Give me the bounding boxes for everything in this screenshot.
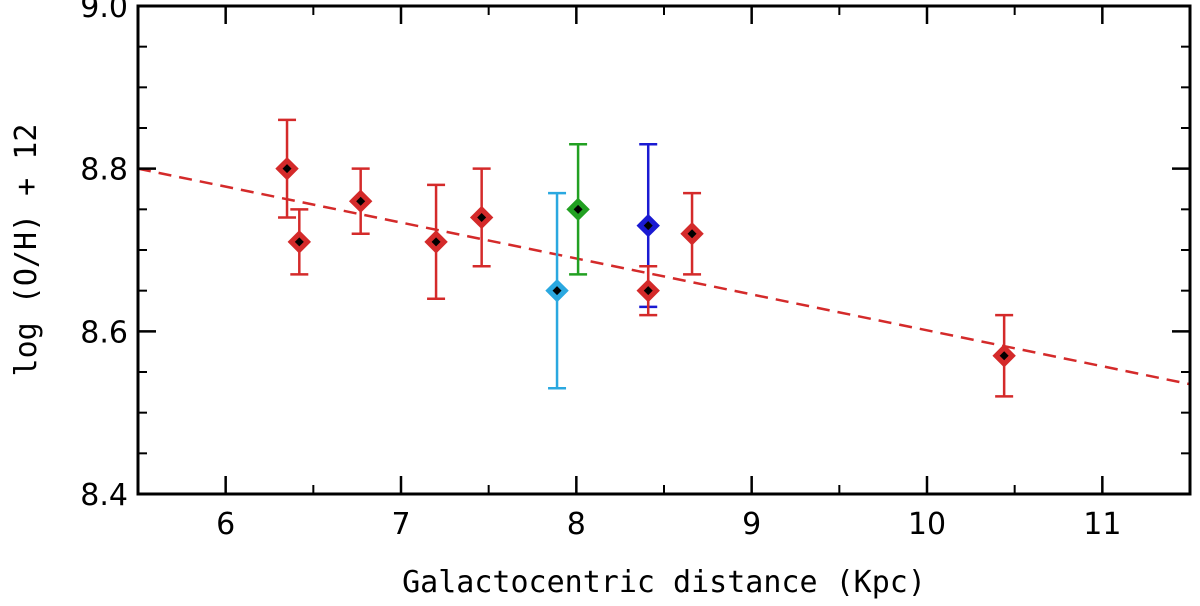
point-center bbox=[294, 237, 304, 247]
x-tick-label: 10 bbox=[908, 507, 946, 542]
data-point bbox=[545, 191, 569, 390]
x-tick-label: 8 bbox=[567, 507, 586, 542]
data-point bbox=[636, 265, 660, 317]
ticks-layer: 6 7 8 9 10 11 8.4 8.6 8.8 9.0 bbox=[80, 0, 1191, 542]
data-point bbox=[348, 167, 373, 235]
data-point bbox=[275, 118, 299, 219]
x-tick-label: 6 bbox=[216, 507, 235, 542]
plot-layer bbox=[137, 118, 1191, 398]
x-tick-label: 11 bbox=[1083, 507, 1121, 542]
data-point bbox=[287, 208, 312, 276]
fit-line bbox=[137, 167, 1191, 386]
y-axis-title: log (O/H) + 12 bbox=[9, 124, 44, 377]
y-tick-label: 8.8 bbox=[80, 153, 128, 188]
point-center bbox=[282, 164, 292, 174]
data-point bbox=[469, 167, 494, 268]
y-tick-label: 9.0 bbox=[80, 0, 128, 25]
y-tick-label: 8.6 bbox=[80, 315, 128, 350]
point-center bbox=[573, 204, 583, 214]
data-point bbox=[992, 313, 1016, 398]
point-center bbox=[687, 229, 697, 239]
data-point bbox=[566, 143, 590, 276]
point-center bbox=[431, 237, 441, 247]
point-center bbox=[477, 212, 487, 222]
x-tick-label: 9 bbox=[742, 507, 761, 542]
point-center bbox=[643, 221, 653, 231]
data-point bbox=[424, 183, 448, 301]
data-point bbox=[680, 191, 704, 276]
point-center bbox=[552, 286, 562, 296]
y-tick-label: 8.4 bbox=[80, 478, 128, 513]
point-center bbox=[999, 351, 1009, 361]
point-center bbox=[643, 286, 653, 296]
x-tick-label: 7 bbox=[391, 507, 410, 542]
x-axis-title: Galactocentric distance (Kpc) bbox=[402, 565, 926, 600]
point-center bbox=[356, 196, 366, 206]
